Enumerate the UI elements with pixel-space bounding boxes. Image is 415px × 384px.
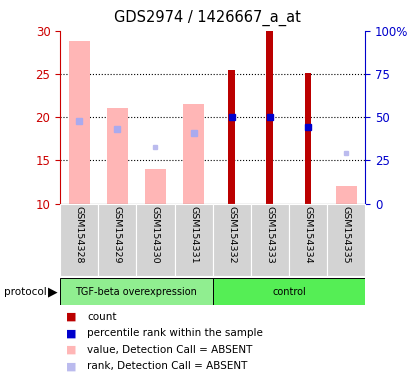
- Bar: [107, 109, 128, 204]
- Bar: [336, 186, 356, 204]
- Text: ■: ■: [66, 312, 77, 322]
- Bar: [98, 204, 137, 276]
- Text: GDS2974 / 1426667_a_at: GDS2974 / 1426667_a_at: [114, 10, 301, 26]
- Text: protocol: protocol: [4, 287, 47, 297]
- Bar: [251, 204, 289, 276]
- Text: ■: ■: [66, 328, 77, 338]
- Bar: [289, 204, 327, 276]
- Text: rank, Detection Call = ABSENT: rank, Detection Call = ABSENT: [87, 361, 247, 371]
- Text: GSM154331: GSM154331: [189, 206, 198, 263]
- Text: GSM154328: GSM154328: [75, 206, 84, 263]
- Bar: [60, 204, 98, 276]
- Text: ■: ■: [66, 361, 77, 371]
- Bar: [266, 31, 273, 204]
- Bar: [327, 204, 365, 276]
- Text: GSM154329: GSM154329: [113, 206, 122, 263]
- Text: GSM154332: GSM154332: [227, 206, 236, 263]
- Bar: [69, 41, 90, 204]
- Text: percentile rank within the sample: percentile rank within the sample: [87, 328, 263, 338]
- Bar: [305, 73, 311, 204]
- Bar: [183, 104, 204, 204]
- Bar: [213, 278, 365, 305]
- Bar: [175, 204, 213, 276]
- Bar: [228, 70, 235, 204]
- Text: control: control: [272, 287, 306, 297]
- Text: GSM154333: GSM154333: [265, 206, 274, 263]
- Text: GSM154334: GSM154334: [303, 206, 312, 263]
- Text: TGF-beta overexpression: TGF-beta overexpression: [76, 287, 198, 297]
- Bar: [137, 204, 175, 276]
- Text: count: count: [87, 312, 117, 322]
- Text: GSM154330: GSM154330: [151, 206, 160, 263]
- Bar: [60, 278, 213, 305]
- Text: ■: ■: [66, 345, 77, 355]
- Text: ▶: ▶: [48, 285, 58, 298]
- Bar: [212, 204, 251, 276]
- Bar: [145, 169, 166, 204]
- Text: GSM154335: GSM154335: [342, 206, 351, 263]
- Text: value, Detection Call = ABSENT: value, Detection Call = ABSENT: [87, 345, 252, 355]
